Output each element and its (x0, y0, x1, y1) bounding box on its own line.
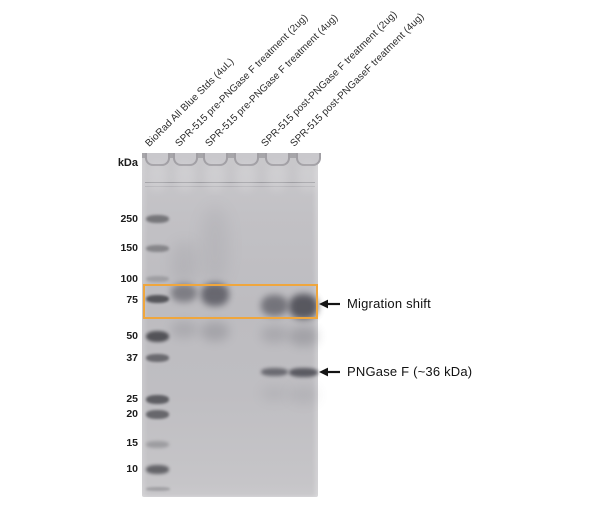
well-streak (298, 163, 318, 191)
lane2-upper-smear (171, 241, 197, 285)
lane2-lower-smear (171, 320, 197, 338)
ladder-band-25 (145, 394, 169, 404)
ladder-band-150 (145, 244, 169, 252)
lane-label-post-4ug: SPR-515 post-PNGaseF treatment (4ug) (288, 11, 427, 150)
gel-well-5 (265, 153, 290, 166)
ladder-mark-50: 50 (126, 330, 138, 342)
lane5-main-band (260, 294, 288, 316)
left-arrow-icon (319, 367, 340, 377)
pngasef-label: PNGase F (~36 kDa) (347, 364, 473, 379)
lane-label-pre-2ug: SPR-515 pre-PNGase F treatment (2ug) (173, 12, 311, 150)
lane5-pngasef-band (260, 368, 288, 376)
pngasef-annotation: PNGase F (~36 kDa) (319, 365, 472, 379)
ladder-mark-150: 150 (120, 242, 138, 254)
gel-well-1 (145, 153, 170, 166)
gel-image (142, 153, 321, 497)
well-streak (147, 163, 167, 191)
left-arrow-icon (319, 299, 340, 309)
ladder-band-250 (145, 215, 169, 223)
lane6-pngasef-band (288, 367, 318, 377)
ladder-mark-10: 10 (126, 463, 138, 475)
migration-shift-annotation: Migration shift (319, 297, 431, 311)
lane5-faint-smear (260, 385, 288, 401)
migration-shift-highlight-box (143, 284, 318, 319)
ladder-band-10 (145, 464, 169, 474)
lane6-lower-smear (288, 326, 318, 346)
migration-shift-label: Migration shift (347, 296, 431, 311)
well-streak (175, 163, 195, 191)
gel-interface-line-faint (145, 186, 315, 187)
well-streak (205, 163, 225, 191)
gel-bottom-mark (146, 487, 170, 491)
lane3-main-band (201, 282, 229, 306)
lane3-lower-smear (201, 321, 229, 341)
ladder-band-100 (145, 276, 169, 282)
well-streak (267, 163, 287, 191)
lane6-main-band (288, 293, 318, 319)
lane2-main-band (171, 284, 197, 302)
kda-unit-label: kDa (117, 157, 138, 169)
lane5-lower-smear (260, 325, 288, 343)
ladder-mark-250: 250 (120, 213, 138, 225)
gel-well-6 (296, 153, 321, 166)
ladder-mark-37: 37 (126, 352, 138, 364)
ladder-mark-15: 15 (126, 437, 138, 449)
ladder-band-20 (145, 409, 169, 419)
ladder-band-15 (145, 440, 169, 448)
ladder-band-50 (145, 330, 169, 342)
ladder-mark-20: 20 (126, 408, 138, 420)
ladder-band-75 (145, 295, 169, 303)
gel-well-4 (234, 153, 259, 166)
ladder-mark-100: 100 (120, 273, 138, 285)
gel-well-3 (203, 153, 228, 166)
lane3-upper-streak (201, 206, 229, 284)
ladder-band-37 (145, 354, 169, 362)
gel-interface-line (145, 182, 315, 183)
ladder-mark-25: 25 (126, 393, 138, 405)
lane6-faint-smear (288, 387, 318, 403)
ladder-mark-75: 75 (126, 294, 138, 306)
gel-well-2 (173, 153, 198, 166)
gel-top-edge (142, 153, 318, 158)
well-streak (236, 163, 256, 191)
